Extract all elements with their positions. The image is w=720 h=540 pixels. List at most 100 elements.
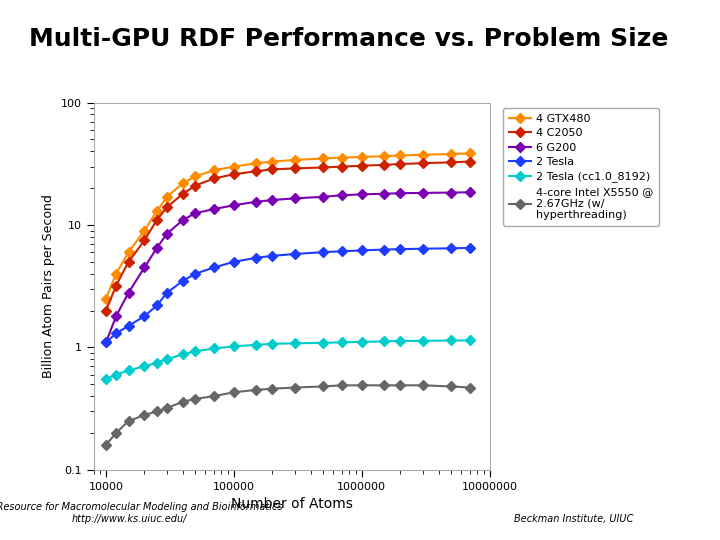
4-core Intel X5550 @
2.67GHz (w/
hyperthreading) bbox=[396, 382, 405, 389]
6 G200 bbox=[191, 210, 199, 217]
4 C2050 bbox=[380, 161, 389, 168]
Y-axis label: Billion Atom Pairs per Second: Billion Atom Pairs per Second bbox=[42, 194, 55, 378]
6 G200 bbox=[357, 191, 366, 198]
4-core Intel X5550 @
2.67GHz (w/
hyperthreading) bbox=[124, 418, 132, 424]
4 GTX480 bbox=[418, 152, 427, 158]
4 GTX480 bbox=[268, 158, 276, 165]
6 G200 bbox=[102, 339, 110, 346]
6 G200 bbox=[210, 206, 218, 212]
4 C2050 bbox=[112, 282, 120, 289]
4 GTX480 bbox=[291, 157, 300, 163]
4 GTX480 bbox=[102, 295, 110, 302]
4-core Intel X5550 @
2.67GHz (w/
hyperthreading) bbox=[179, 399, 187, 405]
Legend: 4 GTX480, 4 C2050, 6 G200, 2 Tesla, 2 Tesla (cc1.0_8192), 4-core Intel X5550 @
2: 4 GTX480, 4 C2050, 6 G200, 2 Tesla, 2 Te… bbox=[503, 108, 660, 226]
4 C2050 bbox=[153, 217, 161, 223]
Text: Beckman Institute, UIUC: Beckman Institute, UIUC bbox=[514, 514, 634, 524]
6 G200 bbox=[319, 193, 328, 200]
4 C2050 bbox=[291, 165, 300, 172]
4 GTX480 bbox=[230, 164, 238, 170]
4 C2050 bbox=[124, 259, 132, 265]
4-core Intel X5550 @
2.67GHz (w/
hyperthreading) bbox=[140, 412, 149, 418]
4-core Intel X5550 @
2.67GHz (w/
hyperthreading) bbox=[102, 442, 110, 448]
6 G200 bbox=[338, 192, 346, 199]
4 C2050 bbox=[179, 191, 187, 197]
2 Tesla (cc1.0_8192) bbox=[124, 367, 132, 374]
4 C2050 bbox=[319, 164, 328, 171]
2 Tesla (cc1.0_8192) bbox=[380, 338, 389, 345]
4 C2050 bbox=[338, 164, 346, 170]
6 G200 bbox=[291, 195, 300, 201]
4-core Intel X5550 @
2.67GHz (w/
hyperthreading) bbox=[163, 404, 171, 411]
2 Tesla (cc1.0_8192) bbox=[268, 341, 276, 347]
6 G200 bbox=[268, 197, 276, 203]
4 C2050 bbox=[447, 159, 456, 166]
2 Tesla bbox=[124, 322, 132, 329]
4-core Intel X5550 @
2.67GHz (w/
hyperthreading) bbox=[252, 387, 261, 393]
Line: 2 Tesla: 2 Tesla bbox=[102, 245, 473, 346]
4 GTX480 bbox=[124, 249, 132, 255]
2 Tesla (cc1.0_8192) bbox=[418, 338, 427, 344]
2 Tesla bbox=[396, 246, 405, 252]
2 Tesla (cc1.0_8192) bbox=[357, 339, 366, 345]
2 Tesla bbox=[140, 313, 149, 319]
4 GTX480 bbox=[153, 208, 161, 214]
2 Tesla bbox=[268, 253, 276, 259]
6 G200 bbox=[230, 202, 238, 208]
2 Tesla bbox=[210, 264, 218, 271]
2 Tesla bbox=[380, 246, 389, 253]
4 GTX480 bbox=[396, 152, 405, 159]
2 Tesla bbox=[357, 247, 366, 254]
4-core Intel X5550 @
2.67GHz (w/
hyperthreading) bbox=[338, 382, 346, 389]
4 GTX480 bbox=[357, 154, 366, 160]
6 G200 bbox=[112, 313, 120, 319]
6 G200 bbox=[153, 245, 161, 251]
4-core Intel X5550 @
2.67GHz (w/
hyperthreading) bbox=[112, 430, 120, 436]
4 C2050 bbox=[465, 158, 474, 165]
2 Tesla (cc1.0_8192) bbox=[153, 360, 161, 366]
2 Tesla (cc1.0_8192) bbox=[230, 343, 238, 349]
2 Tesla bbox=[291, 251, 300, 257]
4 GTX480 bbox=[465, 150, 474, 157]
4 C2050 bbox=[140, 237, 149, 244]
6 G200 bbox=[124, 289, 132, 296]
6 G200 bbox=[380, 191, 389, 197]
2 Tesla bbox=[230, 259, 238, 265]
2 Tesla (cc1.0_8192) bbox=[338, 339, 346, 346]
Line: 2 Tesla (cc1.0_8192): 2 Tesla (cc1.0_8192) bbox=[102, 337, 473, 383]
Text: Multi-GPU RDF Performance vs. Problem Size: Multi-GPU RDF Performance vs. Problem Si… bbox=[29, 27, 668, 51]
2 Tesla (cc1.0_8192) bbox=[140, 363, 149, 369]
4 GTX480 bbox=[163, 193, 171, 200]
4 C2050 bbox=[191, 183, 199, 189]
4-core Intel X5550 @
2.67GHz (w/
hyperthreading) bbox=[465, 384, 474, 391]
6 G200 bbox=[465, 189, 474, 195]
4 GTX480 bbox=[191, 173, 199, 179]
4 GTX480 bbox=[338, 154, 346, 161]
2 Tesla bbox=[153, 302, 161, 309]
4-core Intel X5550 @
2.67GHz (w/
hyperthreading) bbox=[268, 386, 276, 392]
4 C2050 bbox=[268, 166, 276, 173]
2 Tesla bbox=[252, 254, 261, 261]
4-core Intel X5550 @
2.67GHz (w/
hyperthreading) bbox=[291, 384, 300, 391]
2 Tesla (cc1.0_8192) bbox=[179, 351, 187, 357]
4 C2050 bbox=[396, 161, 405, 167]
4-core Intel X5550 @
2.67GHz (w/
hyperthreading) bbox=[210, 393, 218, 400]
Line: 4-core Intel X5550 @
2.67GHz (w/
hyperthreading): 4-core Intel X5550 @ 2.67GHz (w/ hyperth… bbox=[102, 382, 473, 448]
6 G200 bbox=[396, 190, 405, 197]
2 Tesla bbox=[418, 246, 427, 252]
6 G200 bbox=[418, 190, 427, 196]
6 G200 bbox=[179, 217, 187, 223]
2 Tesla (cc1.0_8192) bbox=[102, 376, 110, 382]
6 G200 bbox=[252, 199, 261, 205]
4 C2050 bbox=[357, 163, 366, 169]
4 C2050 bbox=[418, 160, 427, 166]
2 Tesla (cc1.0_8192) bbox=[291, 340, 300, 347]
2 Tesla bbox=[112, 330, 120, 337]
Text: NIH Resource for Macromolecular Modeling and Bioinformatics
http://www.ks.uiuc.e: NIH Resource for Macromolecular Modeling… bbox=[0, 502, 283, 524]
4 GTX480 bbox=[210, 167, 218, 173]
Line: 4 GTX480: 4 GTX480 bbox=[102, 150, 473, 302]
2 Tesla bbox=[447, 245, 456, 252]
4 GTX480 bbox=[319, 155, 328, 161]
4 GTX480 bbox=[252, 160, 261, 166]
2 Tesla bbox=[465, 245, 474, 251]
4 C2050 bbox=[102, 307, 110, 314]
